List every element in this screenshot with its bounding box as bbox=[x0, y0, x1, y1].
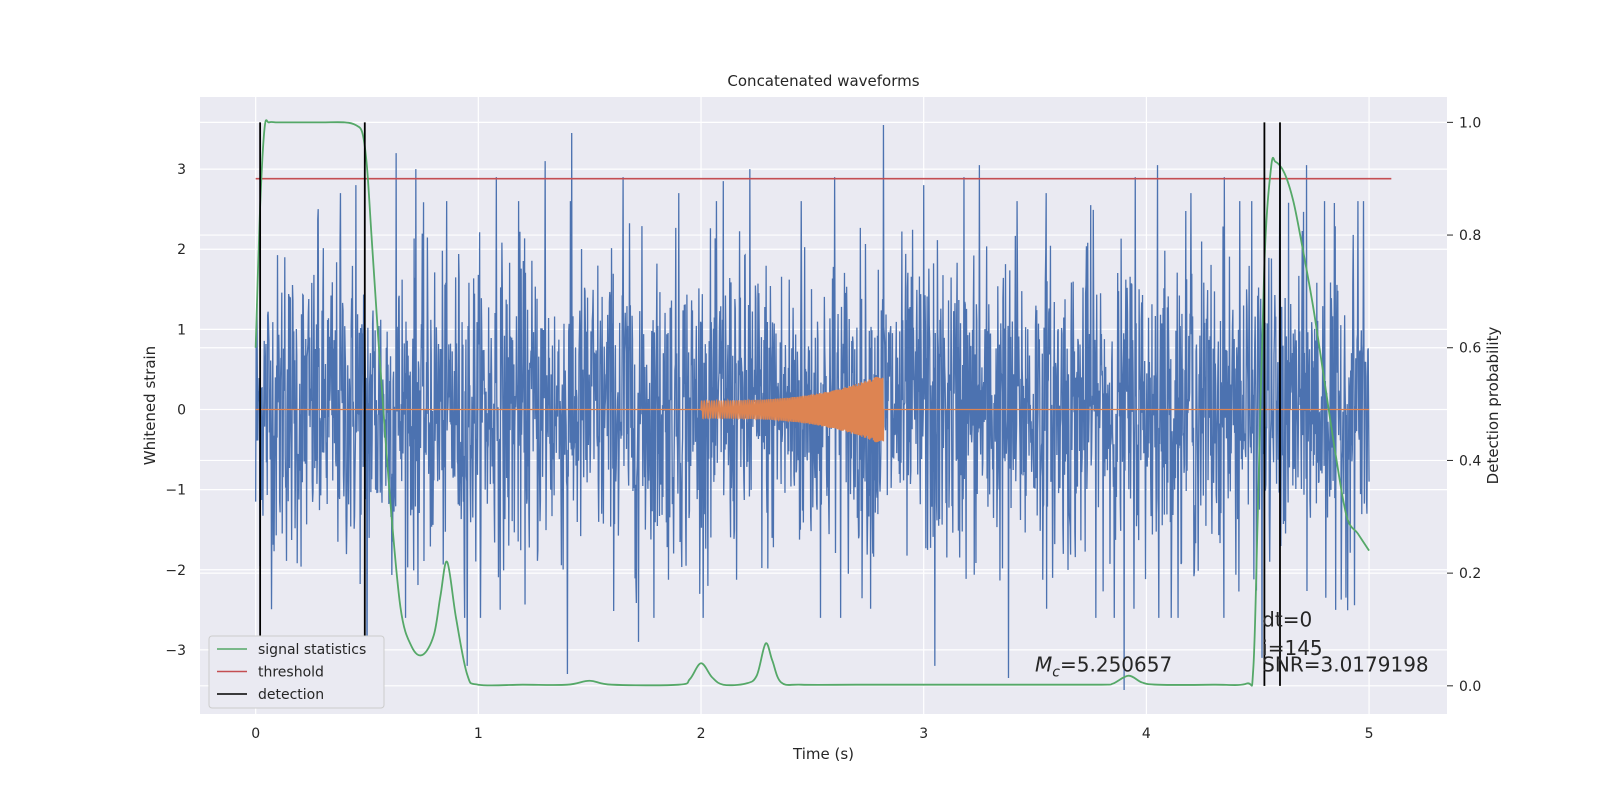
x-tick-label-5: 5 bbox=[1365, 726, 1374, 742]
left-tick-label-6: 3 bbox=[177, 162, 186, 178]
legend-label-threshold: threshold bbox=[258, 665, 324, 681]
right-tick-label-2: 0.4 bbox=[1459, 453, 1481, 469]
x-tick-label-2: 2 bbox=[697, 726, 706, 742]
right-tick-label-5: 1.0 bbox=[1459, 115, 1481, 131]
index-annotation: i=145 bbox=[1262, 636, 1323, 660]
dt-annotation: dt=0 bbox=[1262, 608, 1312, 632]
x-tick-label-3: 3 bbox=[919, 726, 928, 742]
template-line bbox=[255, 376, 1370, 443]
right-axis-ticks: 0.0 0.2 0.4 0.6 0.8 1.0 bbox=[1447, 115, 1481, 695]
right-axis-label: Detection probability bbox=[1484, 327, 1502, 485]
x-axis-ticks: 0 1 2 3 4 5 bbox=[251, 726, 1373, 742]
left-tick-label-1: −2 bbox=[165, 563, 186, 579]
right-tick-label-4: 0.8 bbox=[1459, 228, 1481, 244]
chirp-mass-annotation: Mc=5.250657 bbox=[1035, 653, 1172, 681]
template-series bbox=[255, 376, 1370, 443]
signal-statistics-line bbox=[254, 119, 1370, 687]
left-tick-label-5: 2 bbox=[177, 242, 186, 258]
left-tick-label-0: −3 bbox=[165, 643, 186, 659]
chirp-mass-value: =5.250657 bbox=[1060, 653, 1172, 677]
statistic-series bbox=[254, 119, 1370, 687]
snr-annotation: SNR=3.0179198 bbox=[1262, 653, 1428, 677]
right-tick-label-0: 0.0 bbox=[1459, 679, 1481, 695]
left-tick-label-4: 1 bbox=[177, 322, 186, 338]
x-tick-label-1: 1 bbox=[474, 726, 483, 742]
left-tick-label-2: −1 bbox=[165, 483, 186, 499]
annotations: Mc=5.250657 dt=0 i=145 SNR=3.0179198 bbox=[1035, 608, 1429, 681]
legend-box bbox=[208, 635, 385, 709]
right-tick-label-1: 0.2 bbox=[1459, 566, 1481, 582]
left-axis-label: Whitened strain bbox=[141, 346, 159, 465]
legend: signal statistics threshold detection bbox=[208, 635, 385, 709]
chart-title: Concatenated waveforms bbox=[727, 72, 919, 90]
legend-label-detection: detection bbox=[258, 687, 324, 703]
detection-series bbox=[259, 122, 1281, 686]
left-tick-label-3: 0 bbox=[177, 403, 186, 419]
right-tick-label-3: 0.6 bbox=[1459, 341, 1481, 357]
x-tick-label-0: 0 bbox=[251, 726, 260, 742]
left-axis-ticks: −3 −2 −1 0 1 2 3 bbox=[165, 162, 186, 659]
x-axis-label: Time (s) bbox=[792, 745, 854, 763]
x-tick-label-4: 4 bbox=[1142, 726, 1151, 742]
legend-label-signal-statistics: signal statistics bbox=[258, 642, 366, 658]
